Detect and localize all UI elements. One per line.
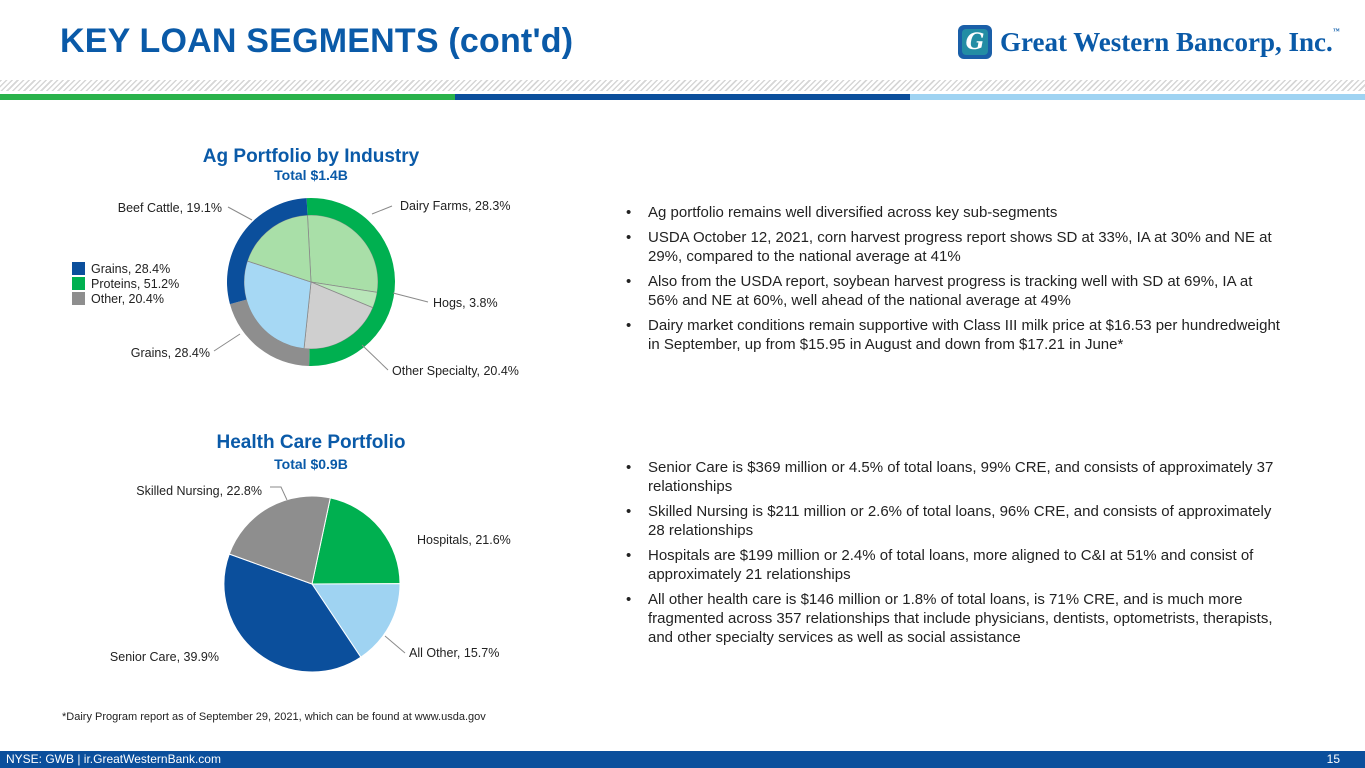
data-label-all-other: All Other, 15.7%	[409, 646, 499, 660]
pie-slice-skilled-nursing	[228, 495, 331, 585]
data-label-beef-cattle: Beef Cattle, 19.1%	[118, 201, 222, 215]
pie-slice-other-specialty	[303, 281, 374, 350]
donut-segment-grains	[227, 198, 308, 305]
bullet-item: • Hospitals are $199 million or 2.4% of t…	[626, 547, 1254, 583]
ag-chart-subtitle: Total $1.4B	[274, 167, 348, 183]
ag-legend: Grains, 28.4% Proteins, 51.2% Other, 20.…	[72, 261, 179, 306]
footnote: *Dairy Program report as of September 29…	[62, 711, 486, 723]
health-bullet-list: • Senior Care is $369 million or 4.5% of …	[622, 458, 1282, 653]
pie-slice-beef-cattle	[246, 214, 312, 283]
leader-line-grains	[213, 333, 241, 352]
legend-swatch	[72, 262, 85, 275]
leader-line-all-other	[384, 635, 406, 654]
data-label-other-specialty: Other Specialty, 20.4%	[392, 364, 519, 378]
footer-bar: NYSE: GWB | ir.GreatWesternBank.com 15	[0, 751, 1365, 768]
legend-swatch	[72, 277, 85, 290]
bullet-item: • USDA October 12, 2021, corn harvest pro…	[626, 229, 1272, 265]
bullet-item: • Dairy market conditions remain supporti…	[626, 317, 1280, 353]
pie-slice-senior-care	[223, 553, 362, 673]
data-label-hospitals: Hospitals, 21.6%	[417, 533, 511, 547]
pie-slice-hospitals	[311, 497, 401, 585]
data-label-dairy-farms: Dairy Farms, 28.3%	[400, 199, 510, 213]
ag-chart-title: Ag Portfolio by Industry	[202, 146, 420, 167]
page-title: KEY LOAN SEGMENTS (cont'd)	[60, 22, 574, 60]
donut-segment-proteins	[306, 198, 395, 366]
logo-mark-icon: G	[958, 25, 992, 59]
legend-swatch	[72, 292, 85, 305]
page-number: 15	[1326, 752, 1340, 766]
company-logo: G Great Western Bancorp, Inc.™	[958, 24, 1340, 60]
bullet-item: • Skilled Nursing is $211 million or 2.6%…	[626, 503, 1272, 539]
pie-slice-dairy-farms	[307, 214, 379, 293]
legend-item-proteins: Proteins, 51.2%	[72, 276, 179, 291]
leader-line-other-specialty	[361, 344, 389, 371]
bullet-item: • All other health care is $146 million o…	[626, 591, 1273, 646]
leader-line-hogs	[392, 292, 429, 303]
health-chart-subtitle: Total $0.9B	[274, 456, 348, 472]
data-label-hogs: Hogs, 3.8%	[433, 296, 498, 310]
logo-text: Great Western Bancorp, Inc.™	[1000, 26, 1340, 57]
header-band-blue	[455, 94, 910, 100]
data-label-skilled-nursing: Skilled Nursing, 22.8%	[136, 484, 262, 498]
ag-bullet-list: • Ag portfolio remains well diversified a…	[622, 203, 1282, 360]
header-band-green	[0, 94, 455, 100]
header-band-lightblue	[910, 94, 1365, 100]
pie-slice-grains	[243, 260, 312, 350]
pie-slice-all-other	[311, 583, 401, 658]
donut-segment-other	[229, 299, 310, 366]
data-label-grains: Grains, 28.4%	[131, 346, 210, 360]
health-chart-title: Health Care Portfolio	[216, 432, 406, 453]
header-hatch-divider	[0, 80, 1365, 91]
leader-line-beef-cattle	[227, 206, 253, 221]
bullet-item: • Senior Care is $369 million or 4.5% of …	[626, 459, 1274, 495]
leader-line-dairy-farms	[371, 205, 393, 215]
legend-item-other: Other, 20.4%	[72, 291, 179, 306]
leader-line-skilled-nursing	[270, 486, 288, 501]
bullet-item: • Ag portfolio remains well diversified a…	[626, 204, 1058, 221]
data-label-senior-care: Senior Care, 39.9%	[110, 650, 219, 664]
footer-ticker-link[interactable]: NYSE: GWB | ir.GreatWesternBank.com	[6, 752, 221, 766]
legend-item-grains: Grains, 28.4%	[72, 261, 179, 276]
bullet-item: • Also from the USDA report, soybean harv…	[626, 273, 1253, 309]
